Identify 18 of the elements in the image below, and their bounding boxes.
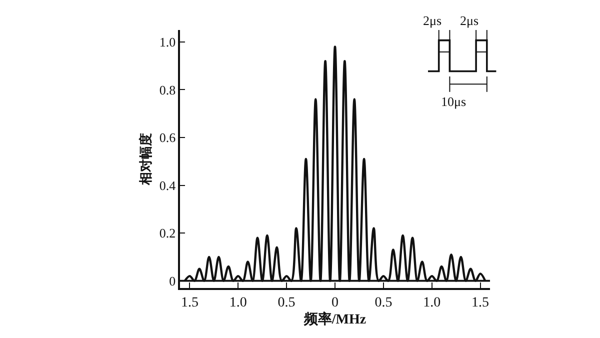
y-tick-label: 0.6 (159, 130, 176, 146)
text: 2μs (423, 13, 442, 28)
y-tick-label: 0 (169, 273, 176, 288)
x-axis-title: 频率/MHz (302, 310, 366, 328)
x-tick-label: 0.5 (374, 296, 392, 311)
y-tick-label: 0.2 (159, 226, 176, 241)
x-tick-label: 1.0 (423, 296, 441, 311)
x-tick-label: 1.5 (472, 296, 490, 311)
x-tick-label: 0.5 (278, 296, 296, 311)
x-tick-label: 1.0 (229, 296, 247, 311)
x-tick-label: 1.5 (180, 296, 198, 311)
annotation: 10μs (441, 94, 466, 109)
y-axis-title: 相对幅度 (138, 133, 153, 186)
y-tick-label: 0.4 (159, 178, 176, 193)
text: 2μs (460, 13, 479, 28)
y-tick-label: 0.8 (159, 82, 176, 98)
x-tick-label: 0 (332, 296, 338, 311)
y-tick-label: 1.0 (159, 34, 176, 50)
